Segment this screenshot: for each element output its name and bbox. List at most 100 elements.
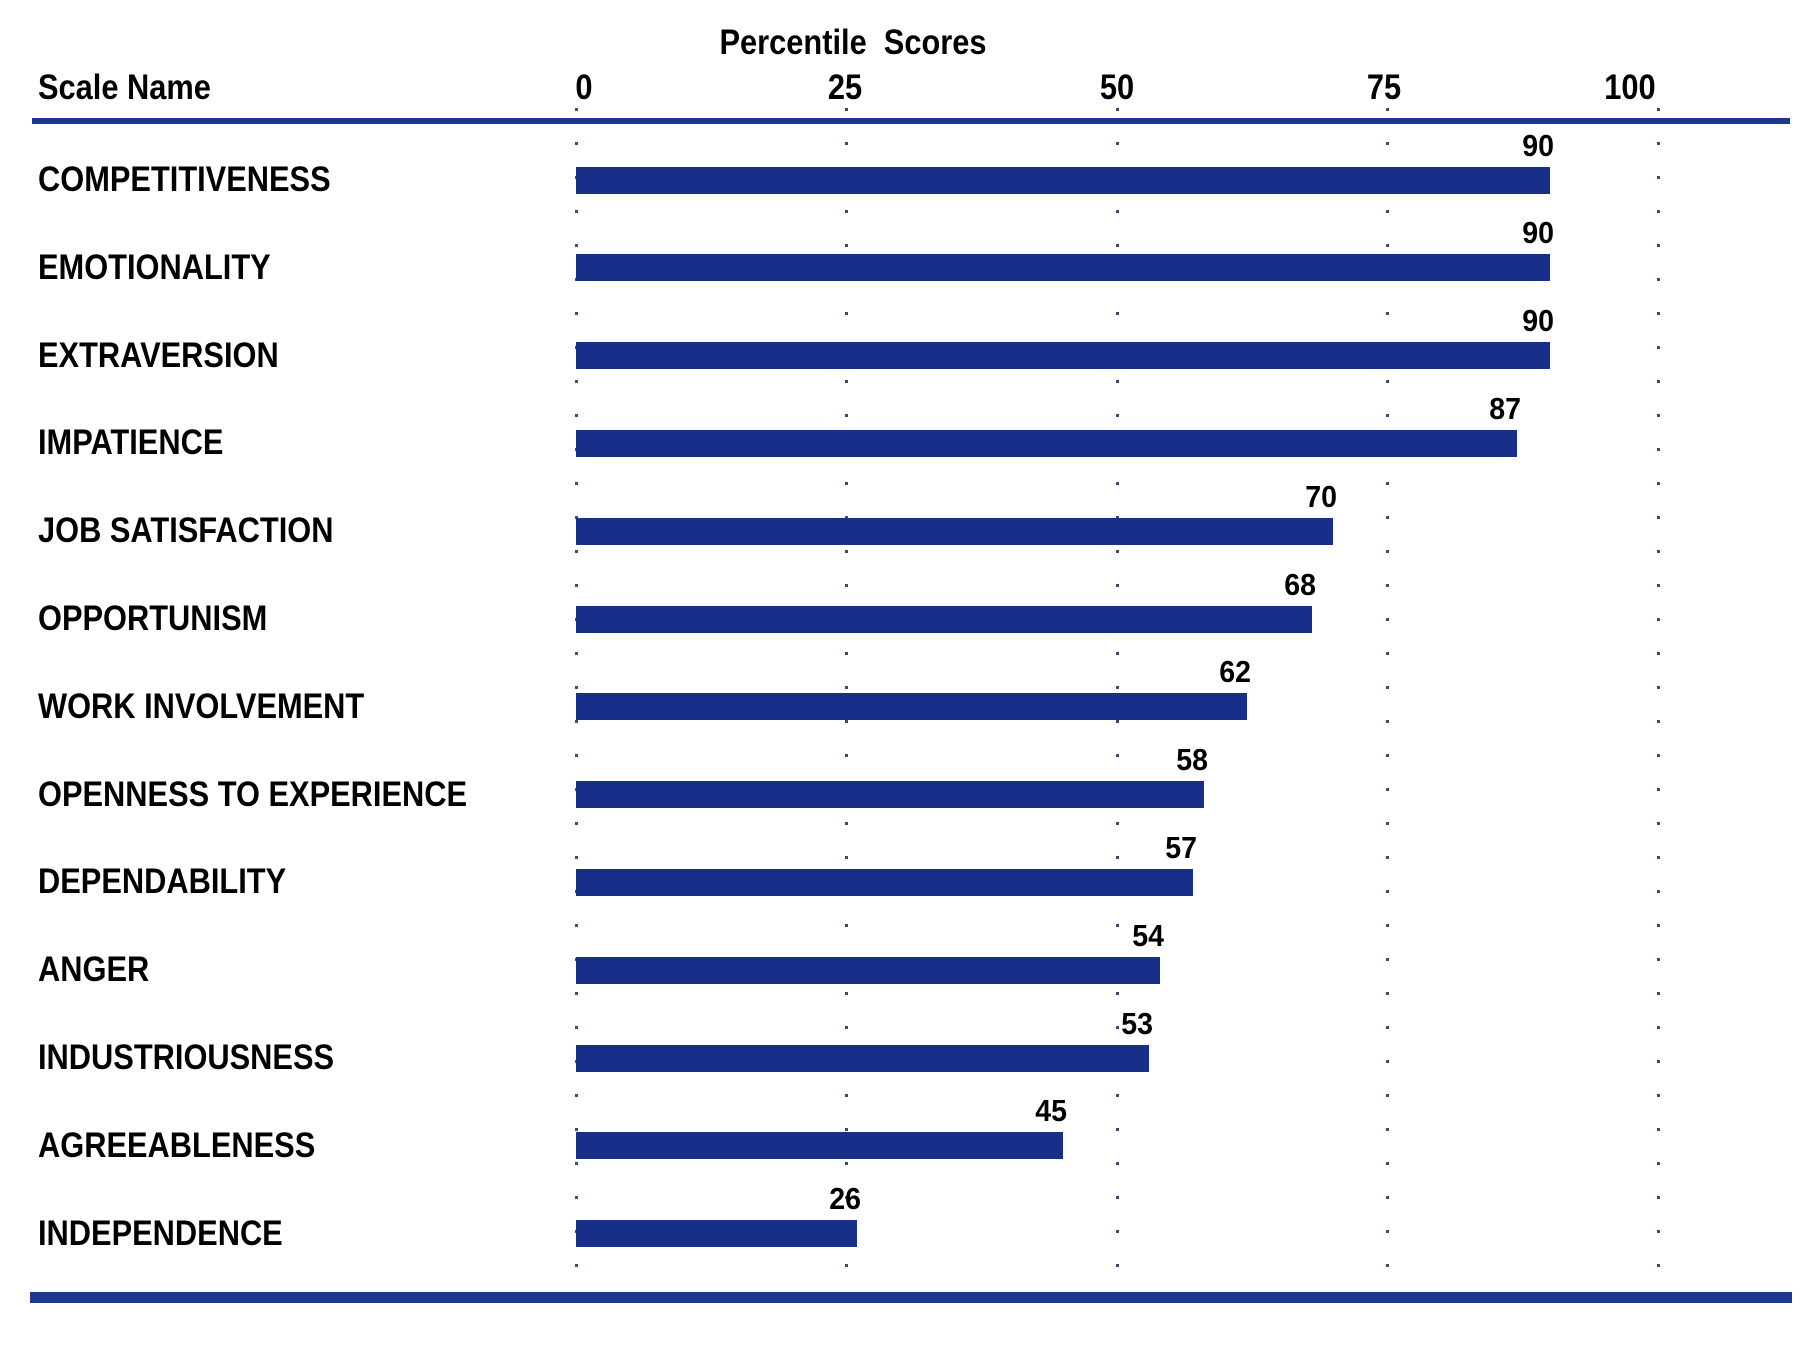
bar-value-label: 70 (1305, 479, 1337, 514)
grid-dot (1115, 1162, 1119, 1165)
bar-value-label: 90 (1522, 128, 1554, 163)
scale-name-label: INDUSTRIOUSNESS (38, 1038, 335, 1077)
bar-value-label: 90 (1522, 215, 1554, 250)
grid-dot (1656, 720, 1660, 723)
grid-dot (1386, 380, 1389, 383)
grid-dot (1656, 856, 1660, 859)
grid-dot (1115, 142, 1119, 145)
grid-dot (574, 652, 578, 655)
grid-dot (1656, 346, 1660, 349)
bottom-divider (30, 1292, 1792, 1303)
grid-dot (845, 1162, 848, 1165)
grid-dot (1386, 550, 1389, 553)
grid-dot (1656, 822, 1660, 825)
grid-dot (1386, 482, 1389, 485)
grid-dot (1386, 754, 1389, 757)
grid-dot (1386, 788, 1389, 791)
grid-dot (1115, 414, 1119, 417)
grid-dot (1115, 754, 1119, 757)
grid-dot (1386, 1094, 1389, 1097)
grid-dot (1386, 686, 1389, 689)
grid-dot (1115, 210, 1119, 213)
scale-name-label: EMOTIONALITY (38, 248, 271, 287)
grid-dot (1386, 720, 1389, 723)
grid-dot (1656, 1264, 1660, 1267)
x-axis-tick-label: 25 (827, 68, 862, 107)
grid-dot (845, 754, 848, 757)
grid-dot (574, 856, 578, 859)
grid-dot (1115, 1196, 1119, 1199)
grid-dot (574, 1128, 578, 1131)
x-axis-tick-mark (1115, 108, 1119, 111)
grid-dot (1656, 1094, 1660, 1097)
grid-dot (1656, 516, 1660, 519)
scale-name-label: DEPENDABILITY (38, 862, 287, 901)
grid-dot (574, 414, 578, 417)
value-bar (576, 1220, 857, 1247)
x-axis-tick-label: 50 (1099, 68, 1135, 107)
grid-dot (1656, 584, 1660, 587)
grid-dot (574, 550, 578, 553)
grid-dot (1115, 856, 1119, 859)
grid-dot (1656, 686, 1660, 689)
grid-dot (1656, 210, 1660, 213)
grid-dot (1656, 1230, 1660, 1233)
grid-dot (1115, 1128, 1119, 1131)
grid-dot (1656, 550, 1660, 553)
scale-name-label: INDEPENDENCE (38, 1214, 283, 1253)
grid-dot (845, 1264, 848, 1267)
grid-dot (1386, 1128, 1389, 1131)
grid-dot (1656, 142, 1660, 145)
grid-dot (1656, 1060, 1660, 1063)
grid-dot (1656, 618, 1660, 621)
grid-dot (1656, 482, 1660, 485)
grid-dot (845, 652, 848, 655)
grid-dot (845, 686, 848, 689)
grid-dot (845, 1128, 848, 1131)
column-header-scale-name: Scale Name (38, 68, 211, 107)
value-bar (576, 781, 1204, 808)
value-bar (576, 1045, 1149, 1072)
grid-dot (845, 584, 848, 587)
chart-title: Percentile Scores (719, 23, 987, 62)
scale-name-label: OPENNESS TO EXPERIENCE (38, 775, 468, 814)
grid-dot (1386, 890, 1389, 893)
grid-dot (574, 1026, 578, 1029)
bar-value-label: 45 (1035, 1093, 1067, 1128)
grid-dot (1115, 1094, 1119, 1097)
grid-dot (574, 686, 578, 689)
grid-dot (845, 992, 848, 995)
grid-dot (1386, 1162, 1389, 1165)
grid-dot (1656, 924, 1660, 927)
grid-dot (1386, 584, 1389, 587)
grid-dot (1115, 992, 1119, 995)
grid-dot (1115, 244, 1119, 247)
grid-dot (574, 380, 578, 383)
grid-dot (845, 856, 848, 859)
grid-dot (1115, 1026, 1119, 1029)
grid-dot (1656, 414, 1660, 417)
scale-name-label: OPPORTUNISM (38, 599, 268, 638)
grid-dot (1656, 1128, 1660, 1131)
grid-dot (1656, 278, 1660, 281)
grid-dot (1115, 686, 1119, 689)
grid-dot (1386, 958, 1389, 961)
grid-dot (1115, 1264, 1119, 1267)
grid-dot (574, 754, 578, 757)
grid-dot (1656, 652, 1660, 655)
bar-value-label: 68 (1284, 567, 1316, 602)
grid-dot (1386, 516, 1389, 519)
grid-dot (1386, 210, 1389, 213)
grid-dot (1115, 516, 1119, 519)
grid-dot (1656, 1026, 1660, 1029)
grid-dot (845, 550, 848, 553)
grid-dot (1115, 720, 1119, 723)
bar-value-label: 53 (1121, 1006, 1153, 1041)
value-bar (576, 430, 1517, 457)
grid-dot (1115, 482, 1119, 485)
bar-value-label: 87 (1489, 391, 1521, 426)
grid-dot (1386, 618, 1389, 621)
grid-dot (1656, 244, 1660, 247)
x-axis-tick-mark (1386, 108, 1389, 111)
